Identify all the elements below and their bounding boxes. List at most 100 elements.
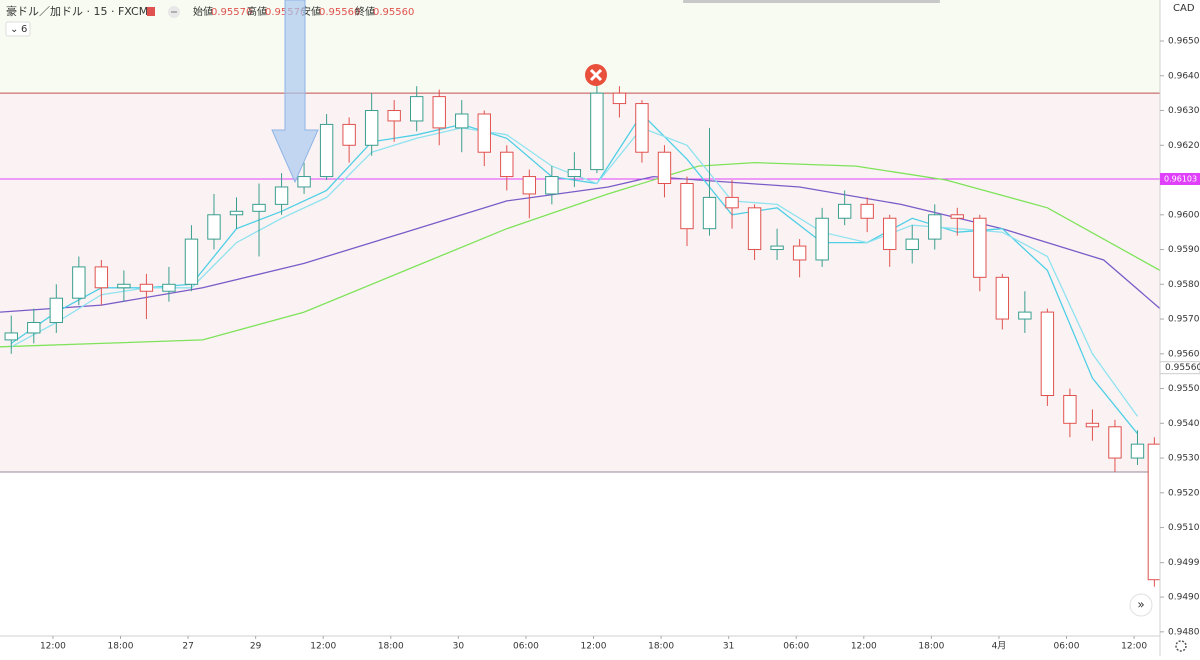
x-tick-label: 31 (723, 642, 734, 652)
candle-body (117, 283, 131, 289)
flag-icon[interactable] (147, 7, 155, 16)
ohlc-value: 0.95560 (319, 7, 360, 18)
candle-body (184, 238, 199, 285)
y-tick-label: 0.94999 (1168, 558, 1200, 568)
candle-body (635, 103, 649, 153)
candle-body (4, 332, 18, 341)
x-tick-label: 29 (250, 642, 262, 652)
last-price-label: 0.95560 (1165, 363, 1200, 373)
candle-body (410, 96, 424, 122)
candle-body (657, 151, 672, 185)
candle-body (950, 214, 964, 219)
candle-body (94, 266, 109, 289)
candle-body (364, 110, 379, 146)
candle-body (387, 110, 401, 122)
symbol: 豪ドル／加ドル · 15 · FXCM (6, 4, 148, 18)
candle-body (455, 113, 469, 129)
scroll-button[interactable] (1129, 593, 1153, 617)
price-tag-label: 0.96103 (1164, 174, 1197, 183)
x-tick-label: 12:00 (310, 642, 336, 652)
last-price-tag (1159, 361, 1200, 375)
ohlc-label: 高値 (247, 5, 267, 18)
x-tick-label: 18:00 (918, 642, 944, 652)
x-tick-label: 12:00 (851, 642, 877, 652)
candle-body (229, 210, 244, 216)
exit-icon (589, 68, 603, 82)
candle-body (274, 186, 289, 205)
x-tick-label: 06:00 (783, 642, 809, 652)
candle-body (139, 283, 154, 292)
x-tick-label: 18:00 (108, 642, 134, 652)
candle-body (747, 207, 762, 251)
plot (0, 82, 1160, 587)
candle-body (680, 183, 694, 230)
toolbar-edge (683, 0, 940, 3)
x-tick-label: 18:00 (648, 642, 674, 652)
price-tag (1160, 172, 1200, 185)
x-tick-label: 06:00 (513, 642, 539, 652)
candle-body (522, 176, 537, 195)
candle-body (1108, 426, 1122, 459)
candle-body (49, 297, 64, 324)
scroll-icon: » (1137, 598, 1144, 612)
entry-arrow (271, 0, 319, 184)
x-tick-label: 06:00 (1054, 642, 1080, 652)
candle-body (928, 214, 942, 240)
candle-body (995, 276, 1010, 320)
candle-body (770, 245, 784, 251)
candle-body (973, 217, 987, 278)
x-tick-label: 12:00 (40, 642, 66, 652)
candle-body (567, 169, 582, 178)
candle-body (319, 123, 334, 178)
candle-body (162, 283, 176, 292)
candle-body (1085, 422, 1100, 428)
candle-body (432, 96, 446, 129)
settings-button[interactable] (1175, 640, 1187, 652)
currency: CAD (1173, 3, 1195, 14)
ohlc-value: 0.95560 (373, 7, 414, 18)
candle-body (72, 266, 86, 299)
indicator-count: 6 (21, 24, 27, 35)
candle-body (477, 113, 491, 153)
chevron: ⌄ (10, 24, 18, 35)
zone (0, 0, 1160, 94)
indicator-toggle[interactable] (5, 21, 31, 37)
ohlc-label: 始値 (193, 5, 213, 18)
candle-body (590, 92, 604, 171)
candle-body (837, 203, 852, 219)
zone (0, 93, 1160, 472)
candle-body (297, 176, 311, 188)
candle-body (905, 238, 919, 251)
candle-body (252, 203, 266, 212)
ohlc-label: 終値 (355, 5, 375, 18)
candle-body (1040, 311, 1055, 397)
candle-body (1130, 443, 1145, 459)
ohlc-value: 0.95570 (211, 7, 252, 18)
candle-body (27, 322, 41, 334)
candle-body (1147, 443, 1160, 581)
candle-body (725, 196, 739, 209)
candle-body (860, 203, 874, 219)
candle-body (815, 217, 829, 261)
moving-average (0, 161, 1160, 348)
ohlc-label: 安値 (301, 5, 321, 18)
x-tick-label: 12:00 (581, 642, 607, 652)
candle-body (702, 196, 717, 230)
candle-body (1063, 395, 1077, 424)
candle-body (207, 214, 221, 240)
candle-body (883, 217, 897, 251)
candle-body (342, 123, 356, 146)
